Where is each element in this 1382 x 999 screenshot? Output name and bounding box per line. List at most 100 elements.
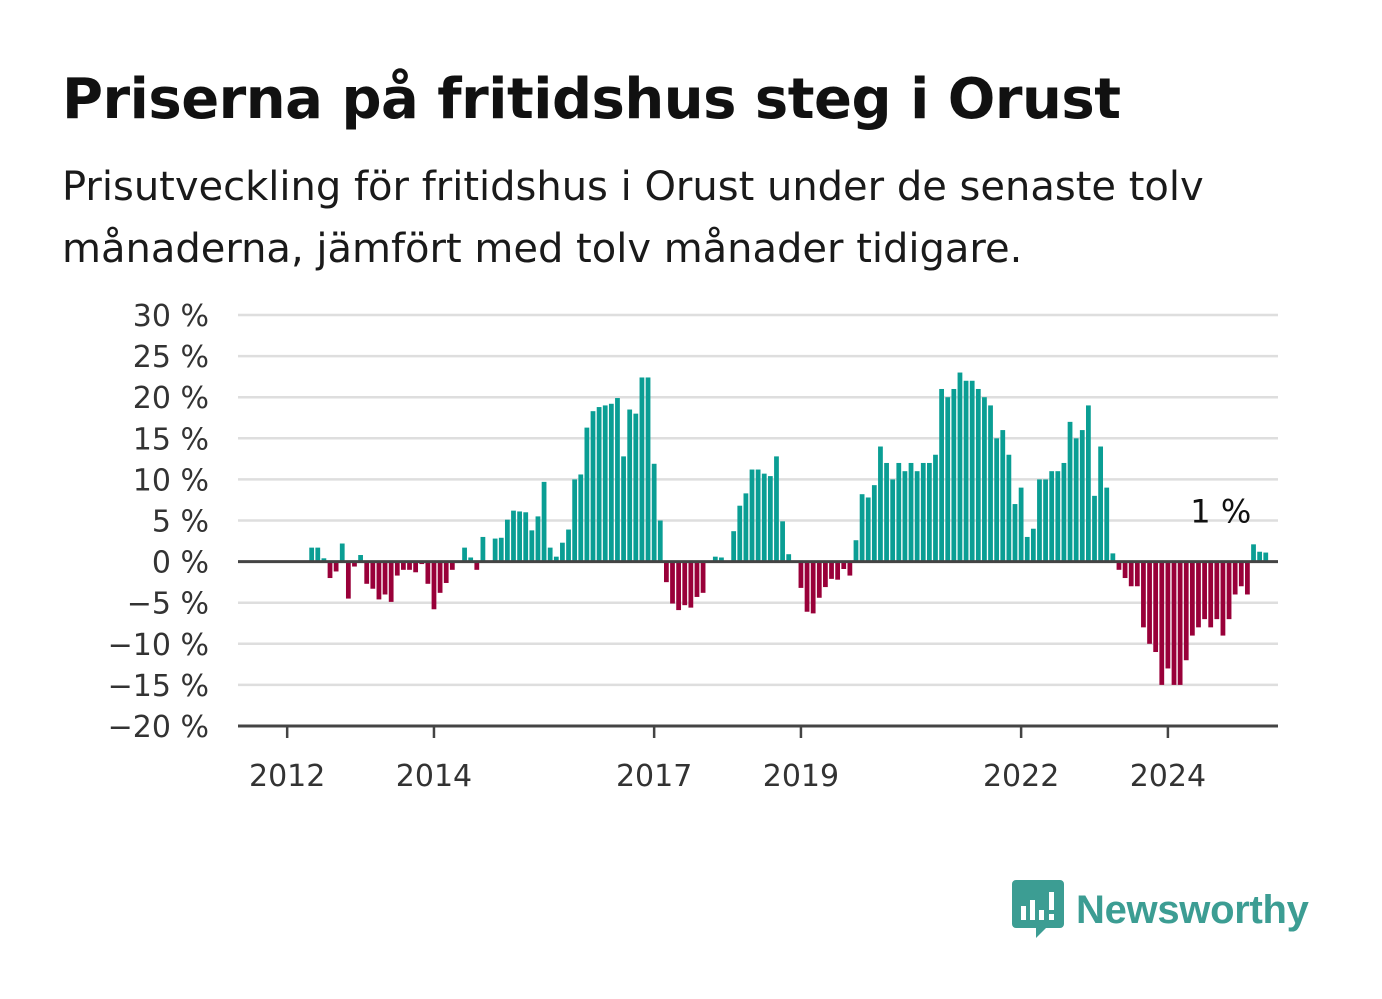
bar [767,476,773,562]
bar [401,561,406,570]
bar [529,530,535,562]
y-tick-label: 10 % [133,463,209,498]
bar [798,561,804,588]
bar [761,473,767,562]
bar [816,561,822,598]
bar [468,557,474,562]
bar [541,481,547,562]
bar [731,531,737,562]
x-axis-ticks: 2012 2014 2017 2019 2022 2024 [249,726,1206,794]
bar [437,561,443,593]
bar [560,542,565,562]
bar [639,377,645,562]
y-axis-ticks: 30 % 25 % 20 % 15 % 10 % 5 % 0 % −5 % −10 % −15 %… [108,299,209,745]
bar [364,561,370,584]
bar [333,561,339,572]
y-tick-label: −10 % [108,628,209,663]
bar [945,397,951,562]
bar [645,377,651,562]
chart-subtitle: Prisutveckling för fritidshus i Orust un… [62,164,1204,272]
y-tick-label: 5 % [152,505,209,540]
bar-chart: 30 % 25 % 20 % 15 % 10 % 5 % 0 % −5 % −10 % −15 %… [108,299,1278,794]
bar [492,538,498,562]
bar [431,561,437,610]
y-tick-label: 20 % [133,381,209,416]
bar [309,547,315,562]
bar [1073,438,1079,562]
bar [590,411,596,562]
bar [1196,561,1201,628]
bar [933,454,938,562]
bar [1147,561,1152,644]
bar [1153,561,1159,653]
bar [865,497,871,562]
bar [1177,561,1183,685]
bar [547,547,553,562]
bar [810,561,816,614]
bar [963,380,969,562]
bar [1006,454,1012,562]
bar [1110,553,1116,562]
bar [1086,405,1091,562]
bar [682,561,688,606]
bar [345,561,351,599]
bar [407,561,412,570]
bar [841,561,847,569]
bar [370,561,376,589]
bar [859,494,865,562]
bar [1122,561,1128,579]
bar [908,462,914,562]
bar [1208,561,1214,628]
bar [1251,544,1256,562]
bar [1159,561,1165,685]
bar [553,556,559,562]
bar [1171,561,1177,685]
bar [627,409,633,562]
bar [1257,551,1263,562]
bar [694,561,700,597]
bar [474,561,480,570]
bar [823,561,828,588]
bar [951,388,957,562]
x-tick-label: 2012 [249,759,325,794]
bar [1202,561,1207,620]
bar [829,561,834,579]
y-tick-label: 30 % [133,299,209,334]
bar [504,519,510,562]
bar [957,372,963,562]
bar [443,561,449,583]
axes [238,560,1278,728]
bar [774,456,779,562]
brand-logo: Newsworthy [1012,880,1309,940]
bar [853,540,859,562]
bar [676,561,682,611]
bar [394,561,400,576]
bar [578,474,584,562]
bar [884,462,889,562]
bar [1220,561,1226,636]
y-tick-label: 0 % [152,546,209,581]
y-tick-label: −5 % [127,587,209,622]
bar [719,557,724,562]
x-tick-label: 2024 [1130,759,1206,794]
bar [1238,561,1244,587]
bar [896,462,902,562]
bar [988,405,993,562]
bar [835,561,841,580]
bar [572,479,578,562]
bar [1018,487,1024,562]
bar [602,405,608,562]
bar [939,388,944,562]
bar [1183,561,1189,661]
y-tick-label: −20 % [108,710,209,745]
bar [664,561,669,583]
x-tick-label: 2017 [616,759,692,794]
bar [780,521,785,562]
bar [1214,561,1220,620]
bar [425,561,431,584]
bar [523,512,529,562]
bar [1226,561,1232,620]
bar [914,471,920,562]
bar [1263,552,1269,562]
y-tick-label: −15 % [108,669,209,704]
